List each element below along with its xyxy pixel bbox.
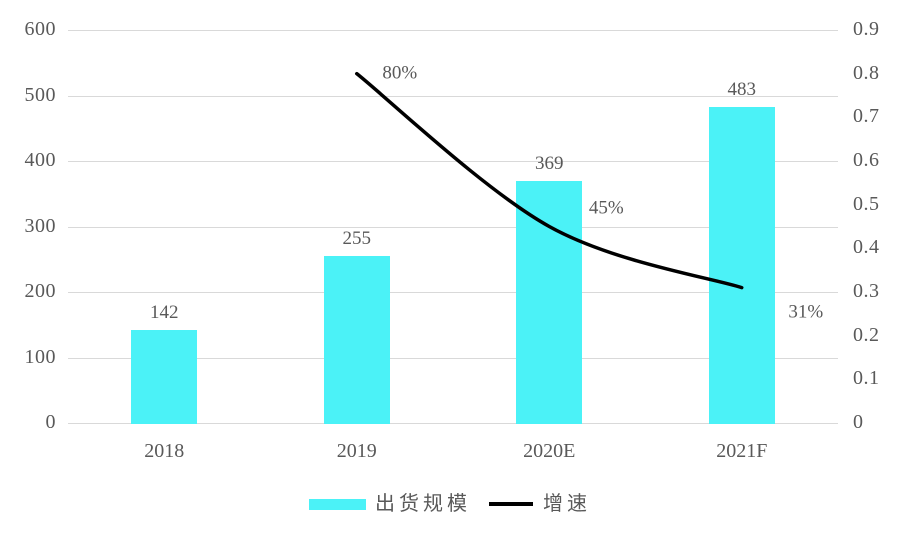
left-axis-tick: 300: [24, 214, 56, 237]
right-axis-tick: 0.4: [853, 236, 880, 259]
left-axis-tick: 500: [24, 83, 56, 106]
line-value-label: 31%: [788, 301, 824, 323]
right-axis-tick: 0.2: [853, 323, 880, 346]
line-value-label: 80%: [382, 62, 418, 84]
category-label: 2019: [336, 440, 377, 462]
right-axis-tick: 0.1: [853, 367, 880, 390]
bar-value-label: 255: [342, 227, 372, 249]
right-axis-tick: 0.9: [853, 18, 880, 41]
right-axis-tick: 0: [853, 411, 864, 434]
left-axis-tick: 0: [45, 411, 56, 434]
bar-series-swatch: [309, 498, 366, 510]
bar: [708, 106, 775, 424]
legend-item-line: 增速: [489, 492, 591, 516]
line-series-swatch: [489, 502, 533, 506]
right-axis-tick: 0.7: [853, 105, 880, 128]
line-series-label: 增速: [543, 493, 591, 515]
bar: [323, 255, 390, 424]
left-axis-tick: 600: [24, 18, 56, 41]
bar-value-label: 483: [727, 78, 757, 100]
left-axis-tick: 100: [24, 345, 56, 368]
bar: [516, 181, 583, 424]
category-label: 2020E: [523, 440, 576, 462]
gridline: [68, 30, 838, 31]
left-axis-tick: 200: [24, 280, 56, 303]
gridline: [68, 95, 838, 97]
category-label: 2018: [144, 440, 185, 462]
right-axis-tick: 0.8: [853, 61, 880, 84]
bar: [131, 329, 198, 424]
right-axis-tick: 0.5: [853, 192, 880, 215]
gridline: [68, 357, 838, 359]
right-axis-tick: 0.6: [853, 149, 880, 172]
gridline: [68, 423, 838, 424]
legend-item-bar: 出货规模: [309, 492, 471, 516]
bar-value-label: 142: [150, 301, 179, 323]
bar-series-label: 出货规模: [375, 493, 471, 515]
line-value-label: 45%: [588, 197, 624, 218]
bar-value-label: 369: [535, 153, 564, 175]
right-axis-tick: 0.3: [853, 280, 880, 303]
left-axis-tick: 400: [24, 149, 56, 172]
legend: 出货规模 增速: [0, 492, 900, 516]
gridline: [68, 292, 838, 293]
category-label: 2021F: [716, 440, 768, 462]
